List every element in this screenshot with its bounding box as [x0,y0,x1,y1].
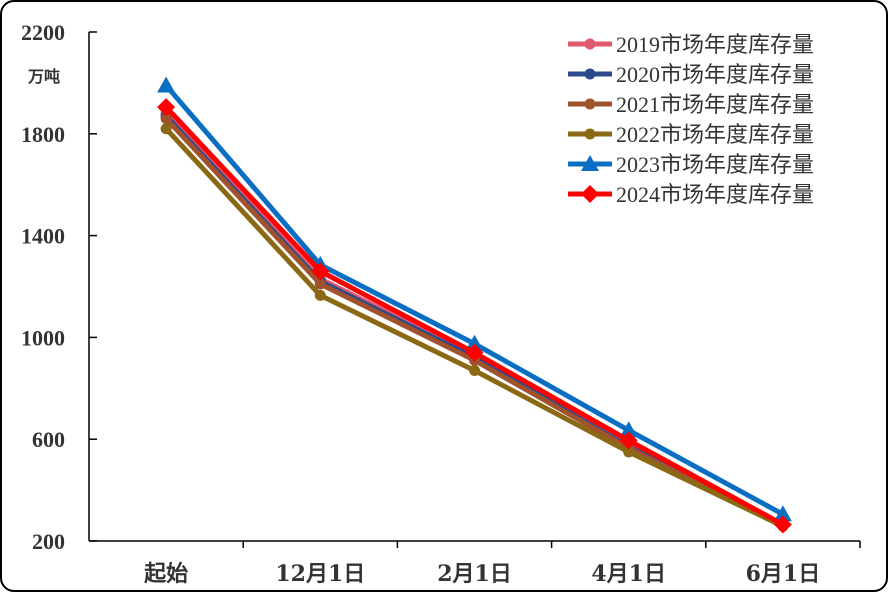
y-tick-label: 2200 [21,20,65,45]
data-point [469,364,480,376]
data-point [773,505,792,522]
data-point [157,76,176,93]
x-tick-label: 2月1日 [437,561,512,587]
series-layer [157,76,792,534]
x-tick-label: 12月1日 [275,561,365,587]
y-tick-label: 1000 [21,325,65,350]
legend-item: 2022市场年度库存量 [568,122,814,147]
unit-label: 万吨 [27,67,60,86]
data-point [157,98,176,117]
legend-item: 2021市场年度库存量 [568,92,814,117]
legend-label: 2024市场年度库存量 [616,182,814,207]
data-point [314,289,326,301]
tick-labels: 200 600 1000 1400 1800 2200 起始 12月1日 2月1日 4月1日 6月1… [21,20,820,587]
legend-item: 2020市场年度库存量 [568,62,814,87]
legend-label: 2019市场年度库存量 [616,32,814,57]
data-point [314,278,326,290]
legend-marker [584,38,596,50]
legend-item: 2019市场年度库存量 [568,32,814,57]
legend-item: 2024市场年度库存量 [568,182,814,207]
legend-marker [584,128,596,140]
data-point [623,446,635,458]
data-point [619,431,638,450]
data-point [160,113,172,125]
data-point [465,343,484,362]
legend-label: 2022市场年度库存量 [616,122,814,147]
legend: 2019市场年度库存量 2020市场年度库存量 2021市场年度库存量 2022市场年… [568,32,814,207]
series-6 [157,98,792,534]
legend-marker [584,68,596,80]
y-tick-label: 1800 [21,122,65,147]
y-tick-label: 1400 [21,224,65,249]
legend-marker [584,98,596,110]
data-point [619,421,638,438]
legend-item: 2023市场年度库存量 [568,152,814,177]
series-line [164,83,785,517]
legend-label: 2023市场年度库存量 [616,152,814,177]
data-point [773,515,792,534]
legend-marker [581,185,599,203]
x-tick-label: 4月1日 [591,561,666,587]
data-point [465,334,484,351]
x-tick-label: 起始 [143,561,188,587]
data-point [311,262,330,281]
data-point [160,123,172,135]
legend-marker [581,155,599,171]
y-tick-label: 600 [32,427,65,452]
legend-label: 2021市场年度库存量 [616,92,814,117]
axes [88,31,861,548]
y-tick-label: 200 [32,529,65,554]
x-tick-label: 6月1日 [746,561,821,587]
legend-label: 2020市场年度库存量 [616,62,814,87]
